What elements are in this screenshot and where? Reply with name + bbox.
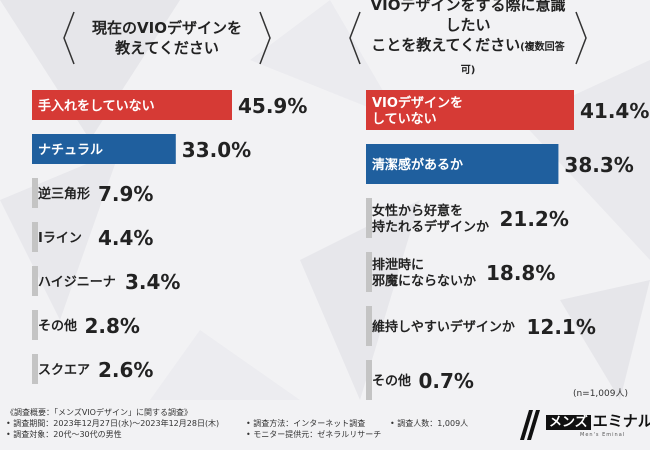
survey-method: • 調査方法：インターネット調査 [246, 419, 366, 428]
right-bracket-icon [259, 11, 271, 65]
bar-left-1 [32, 134, 176, 164]
category-label: 女性から好意を持たれるデザインか [372, 203, 489, 235]
sample-size-note: (n=1,009人) [572, 389, 628, 399]
survey-period: • 調査期間：2023年12月27日(水)～2023年12月28日(木) [6, 419, 220, 428]
bar-left-3 [32, 222, 38, 252]
bar-right-4 [366, 306, 372, 346]
survey-footer: 《調査概要：「メンズVIOデザイン」に関する調査》 • 調査期間：2023年12… [6, 407, 468, 440]
category-label: 手入れをしていない [38, 98, 155, 114]
survey-target: • 調査対象：20代～30代の男性 [6, 430, 122, 439]
category-label: 排泄時に邪魔にならないか [371, 257, 476, 289]
category-label: 逆三角形 [38, 186, 90, 202]
value-label: 0.7% [419, 369, 474, 393]
value-label: 7.9% [98, 182, 153, 206]
logo-mark-icon [520, 410, 540, 440]
bar-right-2 [366, 198, 372, 238]
value-label: 33.0% [182, 138, 251, 162]
right-question-subnote: (複数回答可) [460, 42, 565, 76]
survey-monitor: • モニター提供元：ゼネラルリサーチ [246, 430, 382, 439]
left-question-title: 現在のVIOデザインを 教えてください [62, 10, 272, 66]
survey-count: • 調査人数：1,009人 [390, 419, 469, 428]
category-label: Iライン [38, 231, 82, 246]
value-label: 45.9% [238, 94, 307, 118]
bar-right-1 [366, 144, 559, 184]
value-label: 2.6% [98, 358, 153, 382]
value-label: 3.4% [125, 270, 180, 294]
bar-left-2 [32, 178, 38, 208]
value-label: 21.2% [500, 207, 569, 231]
value-label: 4.4% [98, 226, 153, 250]
category-label: 維持しやすいデザインか [372, 319, 515, 335]
brand-logo: メンズ エミナル Men's Eminal [520, 408, 650, 442]
value-label: 38.3% [564, 153, 633, 177]
logo-tagline: Men's Eminal [580, 432, 626, 438]
right-question-title: VIOデザインをする際に意識したい ことを教えてください(複数回答可) [348, 0, 588, 76]
category-label: ナチュラル [38, 143, 103, 158]
value-label: 41.4% [580, 99, 649, 123]
logo-name: エミナル [592, 412, 650, 430]
value-label: 12.1% [527, 315, 596, 339]
right-bracket-icon [575, 11, 587, 65]
value-label: 18.8% [486, 261, 555, 285]
category-label: 清潔感があるか [372, 157, 463, 173]
left-bracket-icon [349, 11, 361, 65]
right-question-text: VIOデザインをする際に意識したい ことを教えてください [370, 0, 566, 54]
category-label: VIOデザインをしていない [372, 95, 463, 127]
survey-outline: 《調査概要：「メンズVIOデザイン」に関する調査》 [6, 408, 192, 417]
left-bracket-icon [63, 11, 75, 65]
bar-left-6 [32, 354, 38, 384]
bar-left-5 [32, 310, 38, 340]
logo-box-text: メンズ [546, 415, 591, 430]
category-label: ハイジニーナ [38, 275, 116, 290]
bar-right-5 [366, 360, 372, 400]
left-question-text: 現在のVIOデザインを 教えてください [92, 19, 242, 57]
value-label: 2.8% [85, 314, 140, 338]
bar-left-4 [32, 266, 38, 296]
bar-left-0 [32, 90, 232, 120]
category-label: その他 [38, 318, 77, 334]
bar-right-0 [366, 90, 574, 130]
category-label: その他 [372, 373, 411, 389]
category-label: スクエア [38, 363, 90, 378]
bar-right-3 [366, 252, 372, 292]
